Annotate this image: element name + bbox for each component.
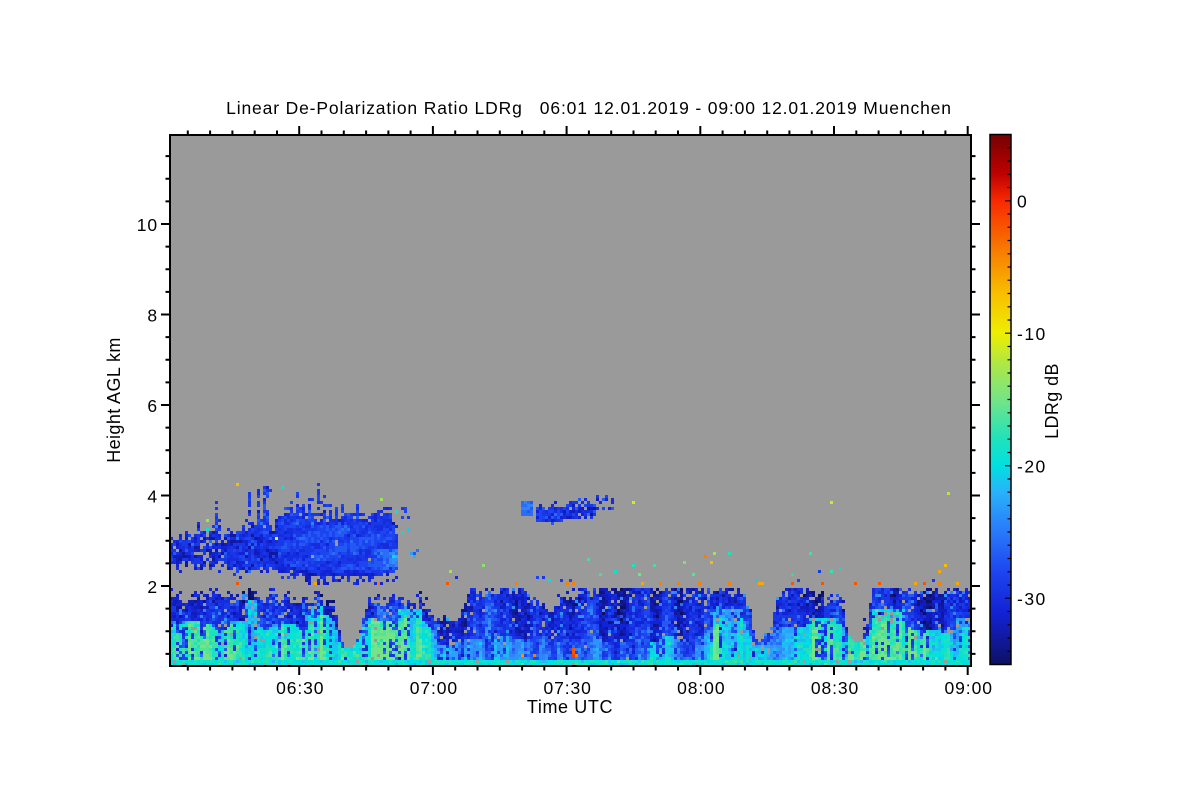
svg-text:6: 6 xyxy=(147,396,158,416)
svg-text:08:00: 08:00 xyxy=(677,678,725,698)
svg-text:LDRg dB: LDRg dB xyxy=(1042,363,1062,439)
svg-text:09:00: 09:00 xyxy=(945,678,993,698)
svg-text:2: 2 xyxy=(147,577,158,597)
svg-text:0: 0 xyxy=(1017,191,1028,211)
svg-text:10: 10 xyxy=(137,215,158,235)
svg-text:Time UTC: Time UTC xyxy=(527,697,613,717)
svg-text:-10: -10 xyxy=(1017,324,1047,344)
svg-text:07:30: 07:30 xyxy=(543,678,591,698)
svg-text:06:30: 06:30 xyxy=(276,678,324,698)
svg-text:Linear De-Polarization Ratio L: Linear De-Polarization Ratio LDRg 06:01 … xyxy=(226,98,952,118)
svg-text:Height AGL km: Height AGL km xyxy=(104,337,124,463)
svg-text:-20: -20 xyxy=(1017,456,1047,476)
svg-text:08:30: 08:30 xyxy=(811,678,859,698)
svg-text:07:00: 07:00 xyxy=(410,678,458,698)
svg-text:4: 4 xyxy=(147,487,158,507)
svg-text:-30: -30 xyxy=(1017,589,1047,609)
svg-text:8: 8 xyxy=(147,306,158,326)
